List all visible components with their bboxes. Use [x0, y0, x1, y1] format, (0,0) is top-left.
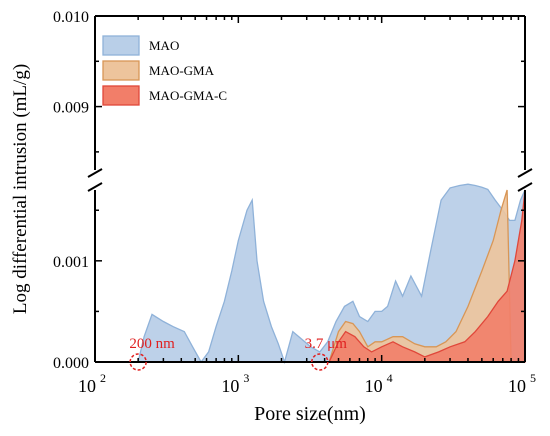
annotation-circle [311, 353, 329, 371]
series-area-mao-gma-c [328, 189, 526, 363]
legend: MAO MAO-GMA MAO-GMA-C [102, 35, 227, 106]
axes-frame [94, 15, 526, 363]
annotation-label: 200 nm [129, 336, 175, 352]
series-area-mao-gma [328, 189, 512, 363]
series-area-mao [137, 183, 526, 365]
break-slash [87, 182, 103, 192]
annotation-circle [129, 353, 147, 371]
y-tick-label: 0.010 [53, 9, 89, 26]
legend-swatch [102, 85, 140, 106]
y-tick-label: 0.009 [53, 100, 89, 117]
series-areas [137, 183, 526, 365]
break-slash [87, 168, 103, 178]
break-slash [517, 168, 533, 178]
x-tick-label: 10 [508, 376, 526, 396]
x-tick-label: 10 [78, 376, 96, 396]
ticks: 10 2 10 3 10 4 10 5 0.000 0.001 0.009 0.010 [53, 9, 536, 396]
legend-swatch [102, 60, 140, 81]
x-tick-label: 10 [221, 376, 239, 396]
legend-label: MAO-GMA [149, 63, 215, 78]
x-axis-label: Pore size(nm) [254, 403, 366, 425]
x-tick-label-exponent: 5 [530, 371, 536, 385]
x-tick-label: 10 [365, 376, 383, 396]
legend-label: MAO [149, 38, 179, 53]
break-slash [517, 182, 533, 192]
annotation-label: 3.7 μm [305, 336, 348, 352]
y-axis-label: Log differential intrusion (mL/g) [10, 64, 31, 314]
y-tick-label: 0.001 [53, 254, 89, 271]
x-tick-label-exponent: 3 [243, 371, 249, 385]
annotations: 200 nm 3.7 μm [129, 336, 348, 371]
axis-break-marks [87, 168, 533, 192]
y-tick-label: 0.000 [53, 355, 89, 372]
x-tick-label-exponent: 4 [387, 371, 393, 385]
legend-label: MAO-GMA-C [149, 88, 227, 103]
legend-swatch [102, 35, 140, 56]
x-tick-label-exponent: 2 [100, 371, 106, 385]
